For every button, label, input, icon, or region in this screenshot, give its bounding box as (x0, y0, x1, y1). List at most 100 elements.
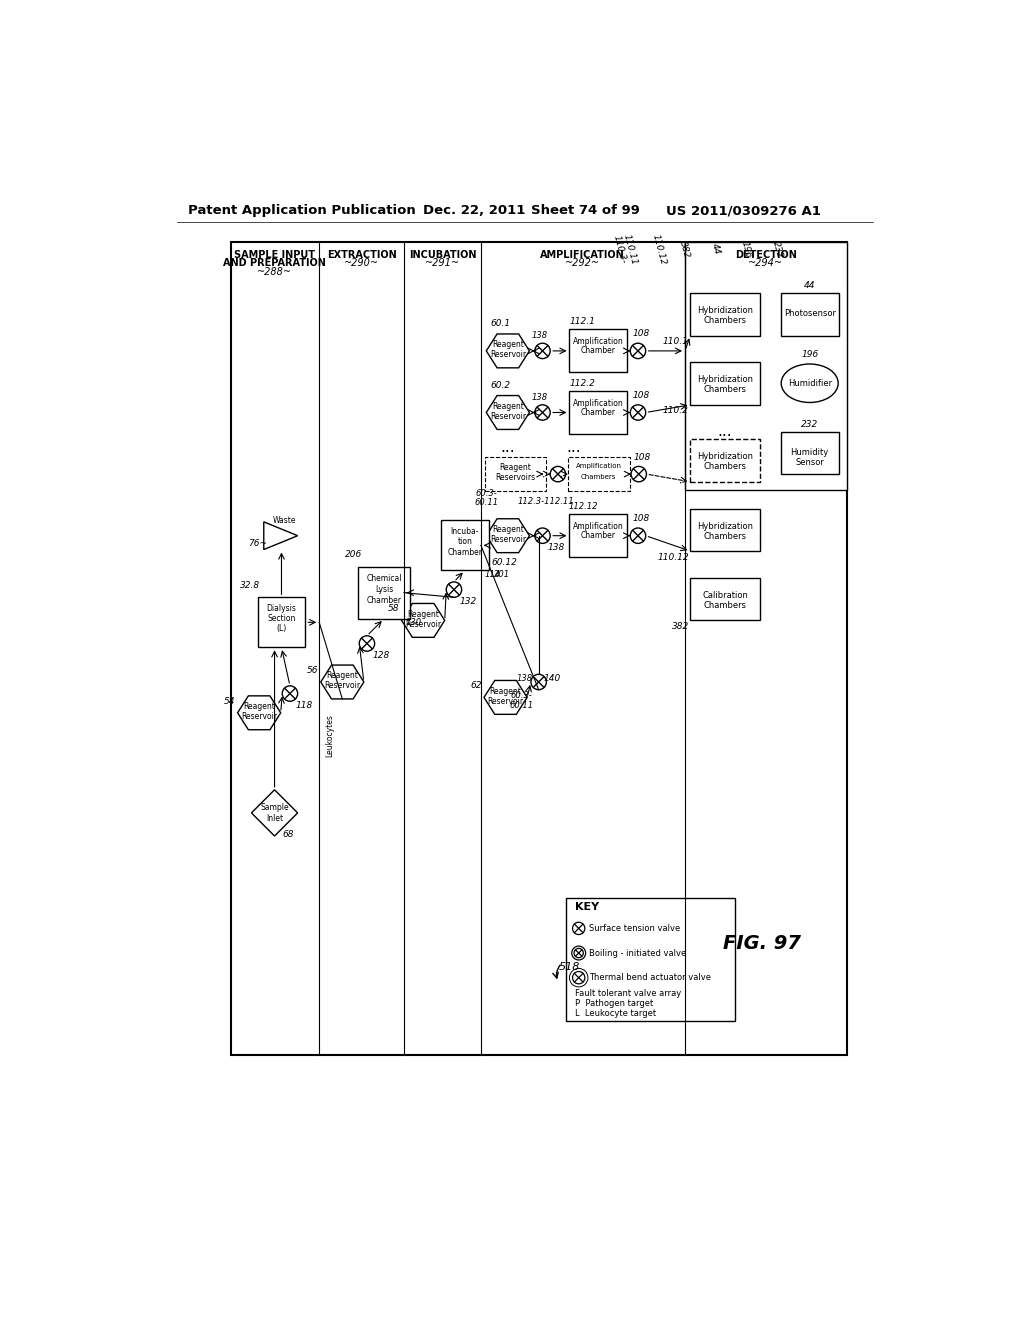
Polygon shape (238, 696, 281, 730)
Text: 110.2: 110.2 (663, 407, 689, 416)
Text: 56: 56 (307, 667, 318, 675)
Polygon shape (264, 521, 298, 549)
Circle shape (631, 528, 646, 544)
Text: 32.8: 32.8 (240, 581, 260, 590)
Circle shape (572, 972, 585, 983)
Text: SAMPLE INPUT: SAMPLE INPUT (234, 249, 315, 260)
Text: Chambers: Chambers (581, 474, 616, 480)
Text: ...: ... (501, 440, 515, 454)
Text: ...: ... (566, 440, 581, 454)
Text: Reservoir: Reservoir (489, 535, 526, 544)
Bar (568, 457, 630, 491)
Text: ~288~: ~288~ (257, 267, 292, 277)
Text: Reservoir: Reservoir (489, 412, 526, 421)
Text: 201: 201 (495, 570, 511, 578)
Text: Chamber: Chamber (581, 346, 615, 355)
Text: Incuba-: Incuba- (451, 528, 479, 536)
Text: Amplification: Amplification (573, 399, 624, 408)
Circle shape (446, 582, 462, 598)
Text: ~294~: ~294~ (749, 259, 783, 268)
Bar (565, 898, 735, 1020)
Circle shape (574, 949, 584, 958)
Text: Reservoir: Reservoir (489, 350, 526, 359)
Bar (357, 566, 410, 619)
Polygon shape (486, 334, 529, 368)
Text: Lysis: Lysis (375, 585, 393, 594)
Text: 44: 44 (710, 243, 722, 256)
Text: KEY: KEY (574, 902, 599, 912)
Text: Hybridization: Hybridization (697, 375, 753, 384)
Bar (690, 293, 760, 335)
Text: Hybridization: Hybridization (697, 521, 753, 531)
Text: Chambers: Chambers (703, 385, 746, 395)
Text: 114: 114 (484, 570, 501, 578)
Text: 58: 58 (388, 605, 399, 614)
Circle shape (631, 405, 646, 420)
Text: US 2011/0309276 A1: US 2011/0309276 A1 (666, 205, 820, 218)
Text: 196: 196 (740, 240, 753, 259)
Text: Reservoir: Reservoir (325, 681, 360, 690)
Text: Calibration: Calibration (702, 591, 748, 599)
Ellipse shape (781, 364, 839, 403)
Text: 108: 108 (633, 453, 650, 462)
Circle shape (535, 343, 550, 359)
Text: 68: 68 (283, 830, 294, 840)
Text: Dialysis: Dialysis (266, 603, 296, 612)
Text: Sample
Inlet: Sample Inlet (260, 803, 289, 822)
Text: 382: 382 (678, 240, 691, 259)
Bar (569, 391, 628, 434)
Bar (685, 242, 847, 490)
Text: FIG. 97: FIG. 97 (723, 935, 801, 953)
Text: Photosensor: Photosensor (783, 309, 836, 318)
Text: 196: 196 (801, 350, 818, 359)
Text: 206: 206 (345, 550, 362, 560)
Circle shape (631, 466, 646, 482)
Circle shape (535, 528, 550, 544)
Polygon shape (486, 396, 529, 429)
Text: Humidifier: Humidifier (787, 379, 831, 388)
Text: INCUBATION: INCUBATION (409, 249, 476, 260)
Circle shape (283, 686, 298, 701)
Text: 112.2: 112.2 (570, 379, 596, 388)
Text: 76~: 76~ (248, 539, 267, 548)
Text: 110.1: 110.1 (663, 337, 689, 346)
Text: 382: 382 (672, 622, 689, 631)
Text: Reagent: Reagent (408, 610, 439, 619)
Text: AND PREPARATION: AND PREPARATION (223, 259, 326, 268)
Text: Humidity: Humidity (791, 447, 828, 457)
Text: Reagent: Reagent (489, 686, 521, 696)
Text: Reagent: Reagent (327, 672, 358, 680)
Polygon shape (401, 603, 444, 638)
Bar (230, 242, 847, 1056)
Text: Chambers: Chambers (703, 315, 746, 325)
Text: 138: 138 (531, 331, 548, 341)
Text: Reagent: Reagent (500, 463, 531, 473)
Text: 108: 108 (633, 330, 649, 338)
Text: 112.3-112.11: 112.3-112.11 (518, 496, 574, 506)
Bar (690, 440, 760, 482)
Text: 138: 138 (517, 673, 532, 682)
Text: tion: tion (458, 537, 472, 546)
Polygon shape (484, 681, 527, 714)
Text: Dec. 22, 2011: Dec. 22, 2011 (423, 205, 525, 218)
Text: 110.12: 110.12 (657, 553, 689, 562)
Circle shape (571, 946, 586, 960)
Bar (569, 513, 628, 557)
Text: 232: 232 (771, 240, 784, 259)
Text: 44: 44 (804, 281, 815, 290)
Text: 140: 140 (544, 673, 561, 682)
Text: Reagent: Reagent (492, 525, 524, 535)
Text: Reservoir: Reservoir (487, 697, 523, 706)
Circle shape (359, 636, 375, 651)
Text: Section: Section (267, 614, 296, 623)
Text: EXTRACTION: EXTRACTION (327, 249, 396, 260)
Text: 60.1: 60.1 (490, 319, 510, 329)
Text: Amplification: Amplification (573, 521, 624, 531)
Text: Chamber: Chamber (447, 548, 482, 557)
Text: 110.11: 110.11 (622, 232, 639, 265)
Text: 518: 518 (559, 962, 581, 972)
Text: (L): (L) (276, 623, 287, 632)
Bar (441, 520, 488, 570)
Text: Chemical: Chemical (367, 574, 401, 583)
Polygon shape (321, 665, 364, 700)
